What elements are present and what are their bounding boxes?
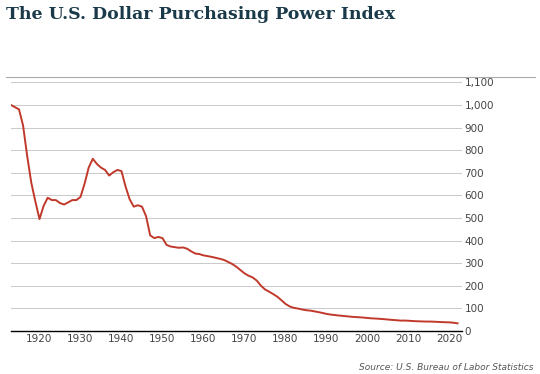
Text: The U.S. Dollar Purchasing Power Index: The U.S. Dollar Purchasing Power Index [6, 6, 396, 22]
Text: Source: U.S. Bureau of Labor Statistics: Source: U.S. Bureau of Labor Statistics [359, 363, 534, 372]
